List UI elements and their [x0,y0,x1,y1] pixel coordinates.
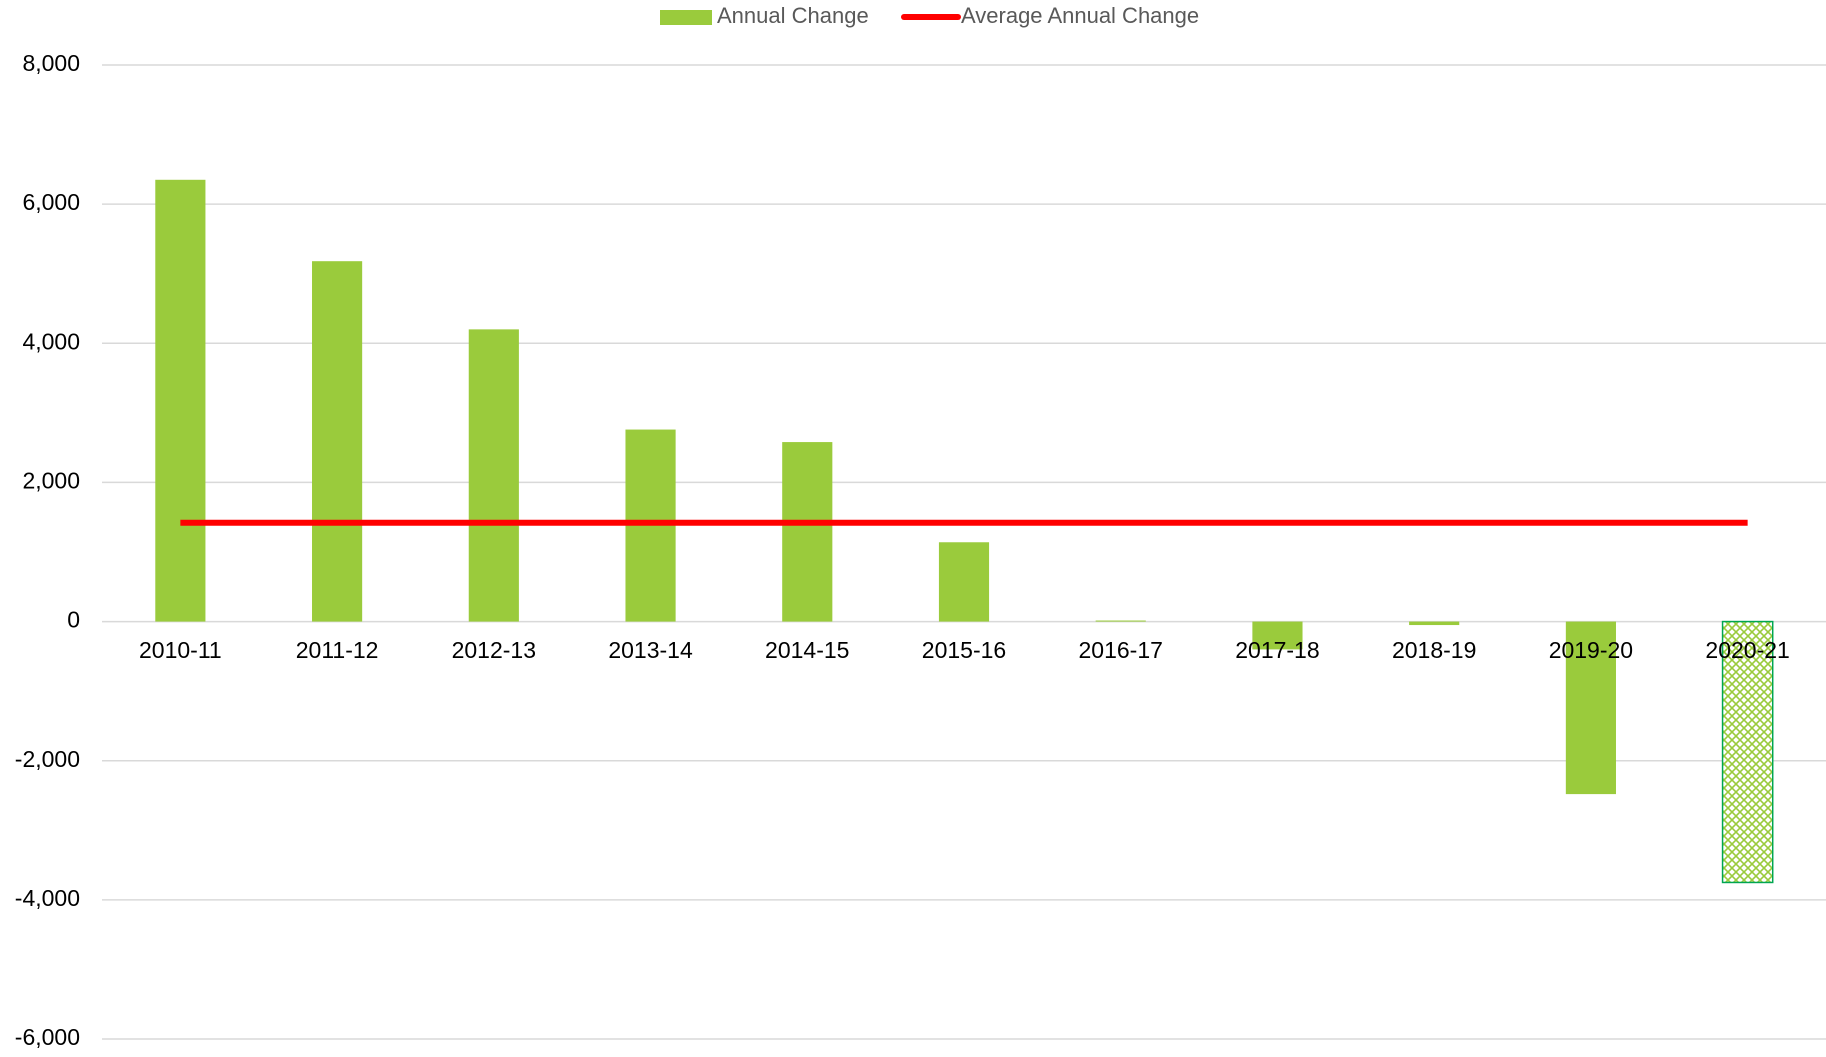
x-tick-label: 2018-19 [1392,637,1476,663]
bar [782,442,833,622]
bar [1409,621,1460,626]
y-tick-label: -6,000 [15,1024,80,1050]
bar [312,261,363,622]
y-tick-label: 0 [67,607,80,633]
bar [1095,620,1146,622]
x-tick-label: 2010-11 [139,637,222,663]
legend-label: Annual Change [717,3,869,28]
bar [1252,621,1303,650]
legend-swatch [660,10,712,25]
x-tick-label: 2016-17 [1079,637,1163,663]
y-tick-label: 2,000 [22,468,80,494]
y-tick-label: -2,000 [15,746,80,772]
bar [938,542,990,622]
x-tick-label: 2012-13 [452,637,536,663]
x-tick-label: 2015-16 [922,637,1006,663]
legend-label: Average Annual Change [961,3,1199,28]
bar [155,179,206,622]
bar [1565,621,1616,795]
bar [1721,620,1774,884]
x-tick-label: 2013-14 [608,637,693,663]
y-tick-label: 8,000 [22,50,80,76]
y-tick-label: 4,000 [22,328,80,354]
x-tick-label: 2019-20 [1549,637,1633,663]
x-tick-label: 2020-21 [1705,637,1789,663]
y-tick-label: -4,000 [15,885,80,911]
bar [468,329,519,622]
x-tick-label: 2014-15 [765,637,849,663]
x-tick-label: 2017-18 [1235,637,1319,663]
x-tick-label: 2011-12 [296,637,379,663]
y-tick-label: 6,000 [22,189,80,215]
